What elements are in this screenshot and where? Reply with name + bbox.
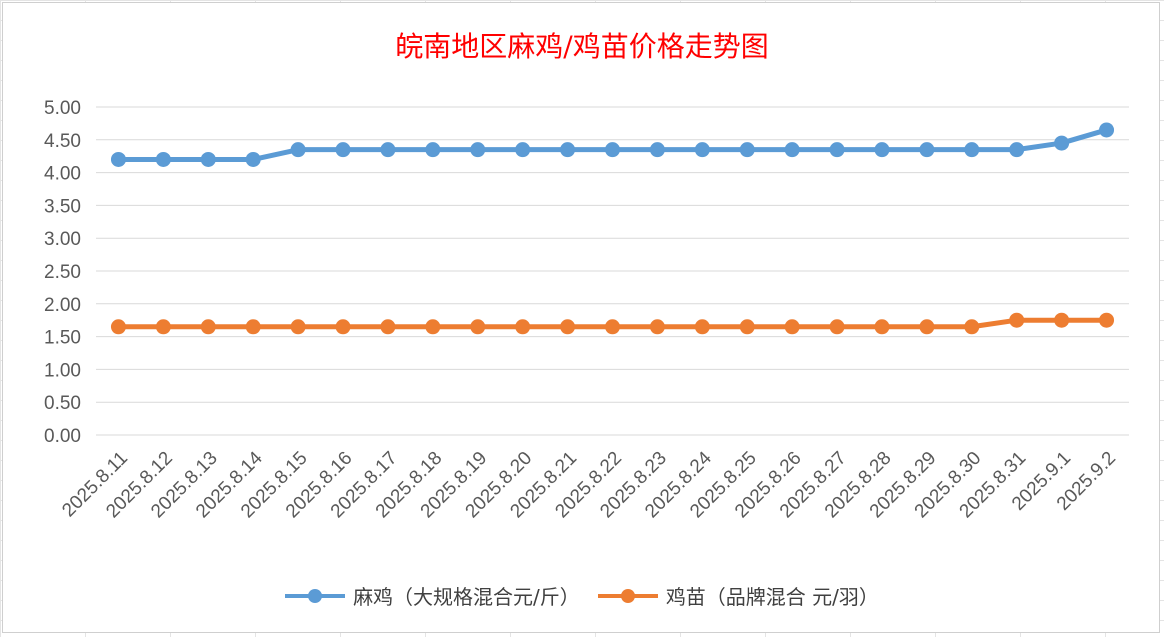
data-point-series-1 [110, 151, 126, 167]
data-point-series-2 [245, 319, 261, 335]
data-point-series-1 [739, 142, 755, 158]
legend: 麻鸡（大规格混合元/斤） 鸡苗（品牌混合 元/羽） [3, 581, 1161, 610]
data-point-series-1 [874, 142, 890, 158]
legend-marker-series-1 [285, 588, 346, 603]
data-point-series-1 [605, 142, 620, 158]
data-point-series-2 [874, 319, 890, 335]
data-point-series-2 [605, 319, 620, 335]
y-tick-label: 4.00 [44, 164, 81, 185]
data-point-series-2 [470, 319, 486, 335]
y-tick-label: 0.00 [44, 426, 81, 447]
data-point-series-1 [1054, 135, 1070, 151]
legend-dot-series-1 [308, 588, 323, 603]
data-point-series-1 [649, 142, 665, 158]
data-point-series-2 [964, 319, 980, 335]
data-point-series-2 [1009, 312, 1025, 328]
legend-label-series-1: 麻鸡（大规格混合元/斤） [353, 585, 580, 609]
data-point-series-1 [290, 142, 306, 158]
data-point-series-2 [649, 319, 665, 335]
chart-title: 皖南地区麻鸡/鸡苗价格走势图 [395, 30, 769, 63]
data-point-series-1 [964, 142, 980, 158]
legend-label-series-2: 鸡苗（品牌混合 元/羽） [665, 585, 879, 609]
y-tick-label: 5.00 [44, 98, 81, 119]
data-point-series-2 [919, 319, 935, 335]
y-tick-label: 2.50 [44, 262, 81, 283]
data-point-series-2 [1054, 312, 1070, 328]
legend-marker-series-2 [597, 588, 658, 603]
data-point-series-1 [829, 142, 845, 158]
y-tick-label: 0.50 [44, 393, 81, 414]
data-point-series-2 [110, 319, 126, 335]
data-point-series-2 [829, 319, 845, 335]
data-point-series-1 [470, 142, 486, 158]
data-point-series-2 [200, 319, 216, 335]
data-point-series-1 [515, 142, 531, 158]
y-tick-label: 1.00 [44, 360, 81, 381]
data-point-series-2 [515, 319, 531, 335]
data-point-series-2 [1099, 312, 1115, 328]
data-point-series-1 [425, 142, 441, 158]
data-point-series-2 [425, 319, 441, 335]
y-tick-label: 1.50 [44, 328, 81, 349]
data-point-series-1 [784, 142, 800, 158]
data-point-series-1 [380, 142, 396, 158]
data-point-series-2 [560, 319, 576, 335]
legend-item-series-2: 鸡苗（品牌混合 元/羽） [597, 581, 879, 610]
line-chart: 0.00 0.50 1.00 1.50 2.00 2.50 3.00 3.50 4.00 4.50… [44, 98, 1129, 522]
y-tick-label: 2.00 [44, 295, 81, 316]
data-point-series-2 [290, 319, 306, 335]
data-point-series-1 [200, 151, 216, 167]
data-point-series-2 [155, 319, 171, 335]
data-point-series-2 [694, 319, 710, 335]
y-tick-label: 3.00 [44, 229, 81, 250]
y-tick-label: 3.50 [44, 196, 81, 217]
data-point-series-1 [560, 142, 576, 158]
data-point-series-1 [155, 151, 171, 167]
data-point-series-1 [1009, 142, 1025, 158]
data-point-series-1 [694, 142, 710, 158]
data-point-series-2 [335, 319, 351, 335]
legend-dot-series-2 [620, 588, 635, 603]
legend-item-series-1: 麻鸡（大规格混合元/斤） [285, 581, 580, 610]
y-tick-label: 4.50 [44, 131, 81, 152]
data-point-series-2 [784, 319, 800, 335]
data-point-series-1 [1099, 122, 1115, 138]
data-point-series-2 [739, 319, 755, 335]
data-point-series-1 [919, 142, 935, 158]
data-point-series-2 [380, 319, 396, 335]
data-point-series-1 [335, 142, 351, 158]
data-point-series-1 [245, 151, 261, 167]
